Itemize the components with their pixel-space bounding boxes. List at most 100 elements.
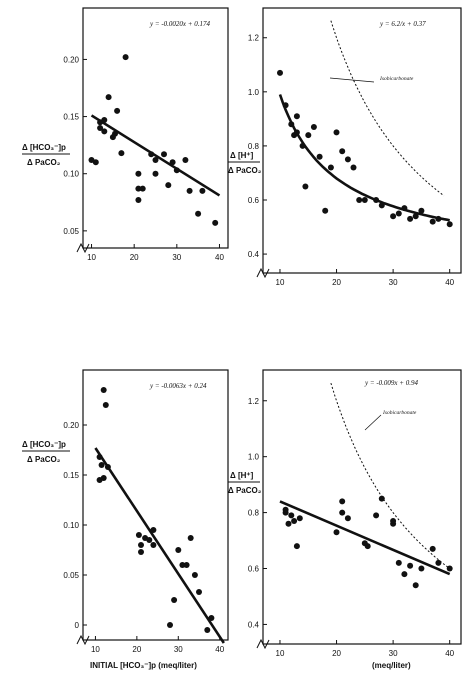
bottom-left-data-point-19 — [187, 535, 194, 541]
bottom-left-data-point-18 — [183, 562, 190, 568]
bottom-left-data-point-16 — [175, 547, 182, 553]
bottom-left-xlabel: INITIAL [HCO₃⁻]p (meq/liter) — [90, 661, 197, 670]
top-right-axis-break — [256, 267, 270, 279]
top-right-data-point-10 — [316, 153, 323, 160]
bottom-right-data-point-21 — [418, 565, 425, 572]
top-right-ytick-label-4: 1.2 — [248, 34, 260, 43]
top-left-xtick-label-2: 30 — [172, 253, 181, 262]
top-left-data-point-10 — [118, 150, 125, 157]
top-right-data-point-28 — [435, 215, 442, 222]
bottom-right-data-point-1 — [282, 509, 289, 516]
top-right-data-point-17 — [356, 197, 363, 203]
top-left-frame — [82, 7, 229, 249]
bottom-right-ytick-label-0: 0.4 — [248, 620, 260, 629]
top-right-xtick-label-0: 10 — [276, 278, 285, 287]
bottom-right-ylabel-numerator: Δ [H⁺] — [230, 471, 254, 480]
bottom-right-xtick-label-0: 10 — [276, 649, 285, 658]
top-right-data-point-15 — [344, 156, 351, 163]
top-right-fit-curve — [278, 94, 450, 222]
top-right-data-point-0 — [277, 69, 283, 76]
bottom-right-data-point-17 — [395, 559, 402, 566]
top-left-data-point-24 — [186, 187, 193, 194]
bottom-left-frame — [82, 369, 229, 641]
top-right-data-point-16 — [350, 164, 357, 171]
bottom-left-ytick-label-1: 0.05 — [63, 571, 79, 580]
top-left-data-point-1 — [92, 159, 99, 166]
bottom-left-ylabel-numerator: Δ [HCO₃⁻]p — [22, 440, 66, 449]
bottom-right-ytick-label-2: 0.8 — [248, 509, 260, 518]
top-right-data-point-1 — [282, 102, 289, 109]
bottom-left-axis-break — [76, 634, 90, 646]
bottom-right-data-point-23 — [435, 559, 442, 566]
top-right-data-point-23 — [401, 205, 408, 212]
bottom-left-data-point-5 — [102, 402, 109, 408]
top-right-data-point-4 — [293, 113, 300, 120]
bottom-left-xtick-label-1: 20 — [132, 645, 141, 654]
top-right-data-point-29 — [446, 221, 453, 228]
bottom-left-ytick-label-0: 0 — [75, 621, 80, 630]
bottom-left-data-point-6 — [104, 464, 111, 470]
top-right-data-point-24 — [407, 215, 414, 222]
bottom-left-data-point-17 — [179, 562, 186, 568]
top-left-data-point-15 — [139, 185, 146, 192]
bottom-left-xtick-label-2: 30 — [174, 645, 183, 654]
bottom-left-data-point-2 — [98, 462, 105, 468]
top-right-xtick-label-2: 30 — [389, 278, 398, 287]
bottom-right-xlabel: (meq/liter) — [372, 661, 411, 670]
top-right-data-point-2 — [288, 121, 295, 128]
top-left-axis-break — [76, 242, 90, 254]
top-left-data-point-25 — [195, 210, 202, 217]
bottom-right-data-point-6 — [296, 515, 303, 522]
top-left-ytick-label-0: 0.05 — [63, 227, 79, 236]
bottom-right-fit-line — [279, 500, 451, 576]
bottom-right-ytick-label-1: 0.6 — [248, 565, 260, 574]
bottom-right-data-point-14 — [378, 495, 385, 502]
bottom-right-data-point-13 — [373, 512, 380, 519]
bottom-left-data-point-8 — [138, 542, 144, 548]
top-left-ytick-label-1: 0.10 — [63, 170, 79, 179]
bottom-right-xtick-label-1: 20 — [332, 649, 341, 658]
top-left-data-point-4 — [101, 117, 108, 123]
top-left-data-point-11 — [122, 54, 129, 61]
top-right-data-point-11 — [322, 207, 329, 214]
bottom-right-data-point-2 — [285, 520, 292, 527]
bottom-left-data-point-22 — [204, 627, 211, 633]
bottom-left-xtick-label-0: 10 — [91, 645, 100, 654]
top-right-ylabel-denominator: Δ PaCO₂ — [228, 166, 262, 175]
top-right-data-point-9 — [310, 124, 317, 130]
top-left-data-point-9 — [114, 107, 121, 114]
bottom-left-data-point-23 — [208, 615, 215, 621]
bottom-right-xtick-label-2: 30 — [389, 649, 398, 658]
bottom-right-data-point-4 — [291, 518, 298, 524]
bottom-left-data-point-4 — [100, 387, 107, 393]
bottom-right-data-point-9 — [339, 509, 346, 516]
bottom-right-data-point-10 — [344, 515, 351, 522]
top-right-data-point-14 — [339, 148, 346, 155]
top-left-fit-line — [90, 114, 221, 197]
top-right-ytick-label-2: 0.8 — [248, 142, 260, 151]
top-right-ytick-label-3: 1.0 — [248, 88, 260, 97]
bottom-left-data-point-13 — [150, 527, 157, 533]
top-left-ylabel-numerator: Δ [HCO₃⁻]p — [22, 143, 66, 152]
top-left-xtick-label-3: 40 — [215, 253, 224, 262]
top-right-annotation-pointer — [329, 77, 375, 83]
bottom-left-data-point-15 — [171, 597, 178, 603]
top-right-data-point-21 — [390, 213, 397, 220]
top-right-data-point-20 — [378, 202, 385, 209]
top-left-data-point-14 — [135, 197, 142, 203]
top-right-xtick-label-3: 40 — [445, 278, 454, 287]
bottom-left-data-point-20 — [191, 572, 198, 578]
top-right-annotation: Isobicarbonate — [379, 76, 414, 82]
top-right-data-point-22 — [395, 210, 402, 217]
top-left-xtick-label-1: 20 — [130, 253, 139, 262]
bottom-right-data-point-19 — [407, 562, 414, 569]
bottom-right-data-point-18 — [401, 571, 408, 578]
top-left-equation: y = -0.0020x + 0.174 — [149, 20, 210, 28]
bottom-left-data-point-11 — [146, 537, 153, 543]
bottom-left-xtick-label-3: 40 — [215, 645, 224, 654]
top-right-data-point-6 — [299, 142, 306, 149]
top-left-data-point-23 — [182, 157, 189, 163]
bottom-left-data-point-21 — [196, 589, 202, 595]
top-right-data-point-19 — [373, 197, 380, 203]
bottom-left-ylabel-denominator: Δ PaCO₂ — [27, 455, 61, 464]
